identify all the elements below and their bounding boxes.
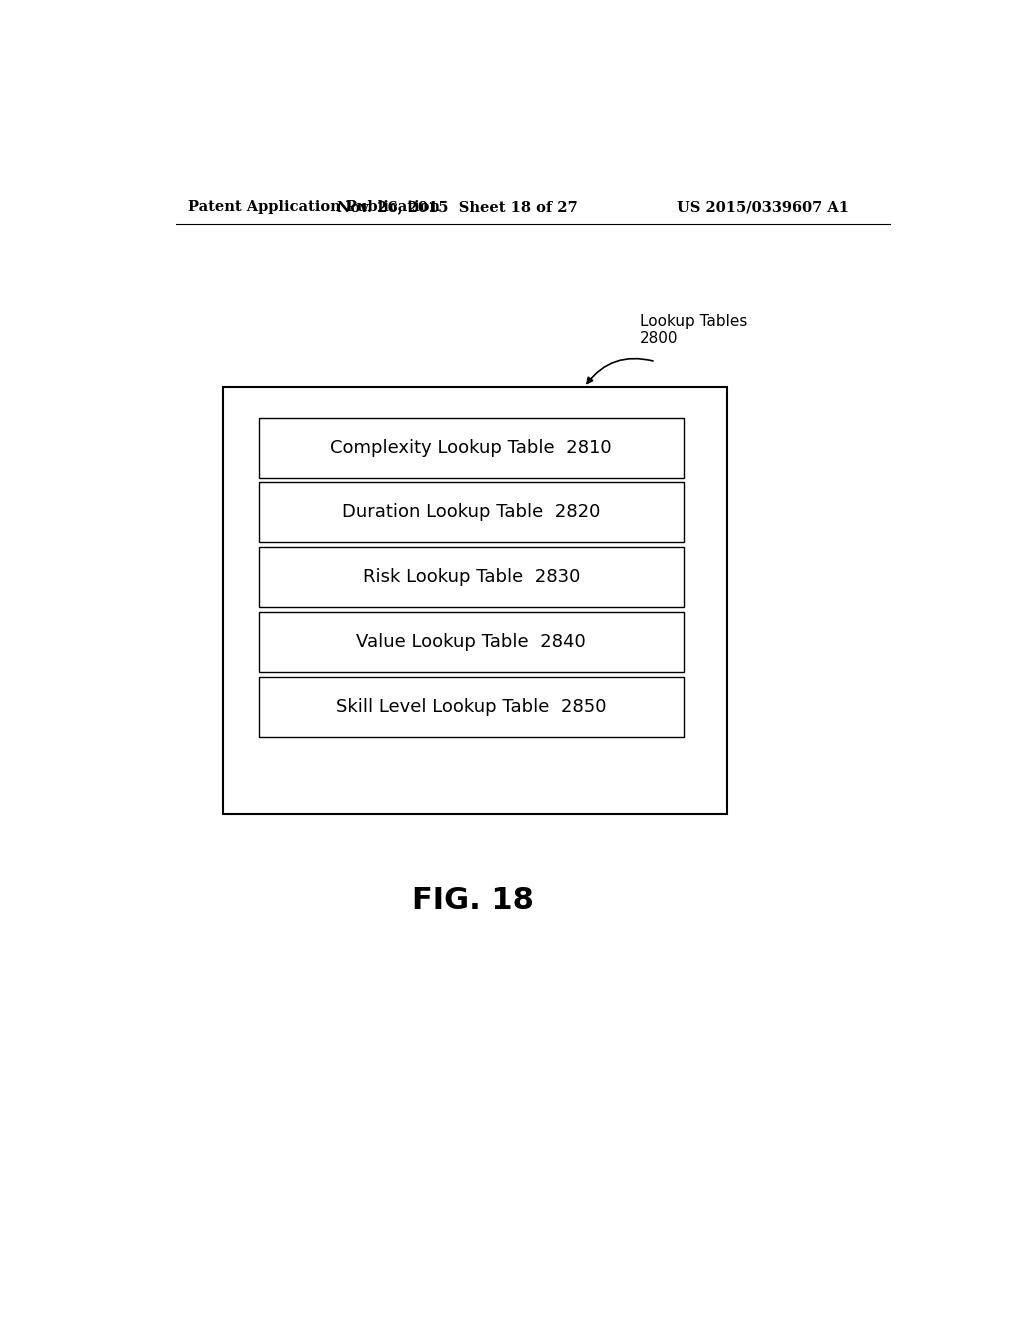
Text: Value Lookup Table  2840: Value Lookup Table 2840	[356, 632, 586, 651]
Text: Patent Application Publication: Patent Application Publication	[187, 201, 439, 214]
Bar	[259, 482, 684, 541]
Bar	[223, 387, 727, 814]
Text: Duration Lookup Table  2820: Duration Lookup Table 2820	[342, 503, 600, 520]
Text: Complexity Lookup Table  2810: Complexity Lookup Table 2810	[331, 438, 612, 457]
Bar	[259, 677, 684, 737]
Text: Skill Level Lookup Table  2850: Skill Level Lookup Table 2850	[336, 698, 606, 715]
Text: FIG. 18: FIG. 18	[413, 886, 535, 915]
Text: Risk Lookup Table  2830: Risk Lookup Table 2830	[362, 568, 580, 586]
Bar	[259, 611, 684, 672]
Text: US 2015/0339607 A1: US 2015/0339607 A1	[677, 201, 849, 214]
Bar	[259, 417, 684, 478]
Text: Lookup Tables
2800: Lookup Tables 2800	[640, 314, 748, 346]
FancyArrowPatch shape	[587, 359, 653, 383]
Bar	[259, 546, 684, 607]
Text: Nov. 26, 2015  Sheet 18 of 27: Nov. 26, 2015 Sheet 18 of 27	[337, 201, 578, 214]
